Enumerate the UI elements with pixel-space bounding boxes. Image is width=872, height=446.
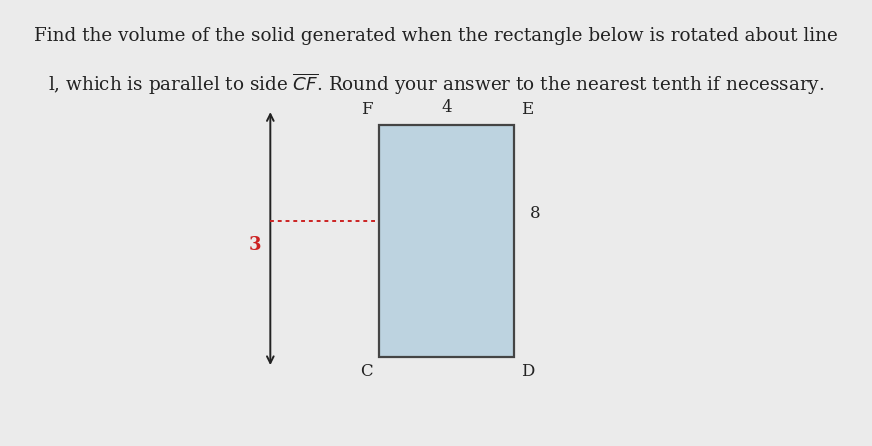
Text: E: E	[521, 101, 534, 118]
Text: 8: 8	[530, 205, 541, 222]
Text: F: F	[361, 101, 372, 118]
Text: 3: 3	[249, 236, 262, 254]
Text: 4: 4	[441, 99, 453, 116]
Text: Find the volume of the solid generated when the rectangle below is rotated about: Find the volume of the solid generated w…	[34, 27, 838, 45]
Bar	[379, 125, 514, 357]
Text: C: C	[360, 363, 372, 380]
Text: D: D	[521, 363, 535, 380]
Text: l, which is parallel to side $\overline{CF}$. Round your answer to the nearest t: l, which is parallel to side $\overline{…	[48, 71, 824, 97]
